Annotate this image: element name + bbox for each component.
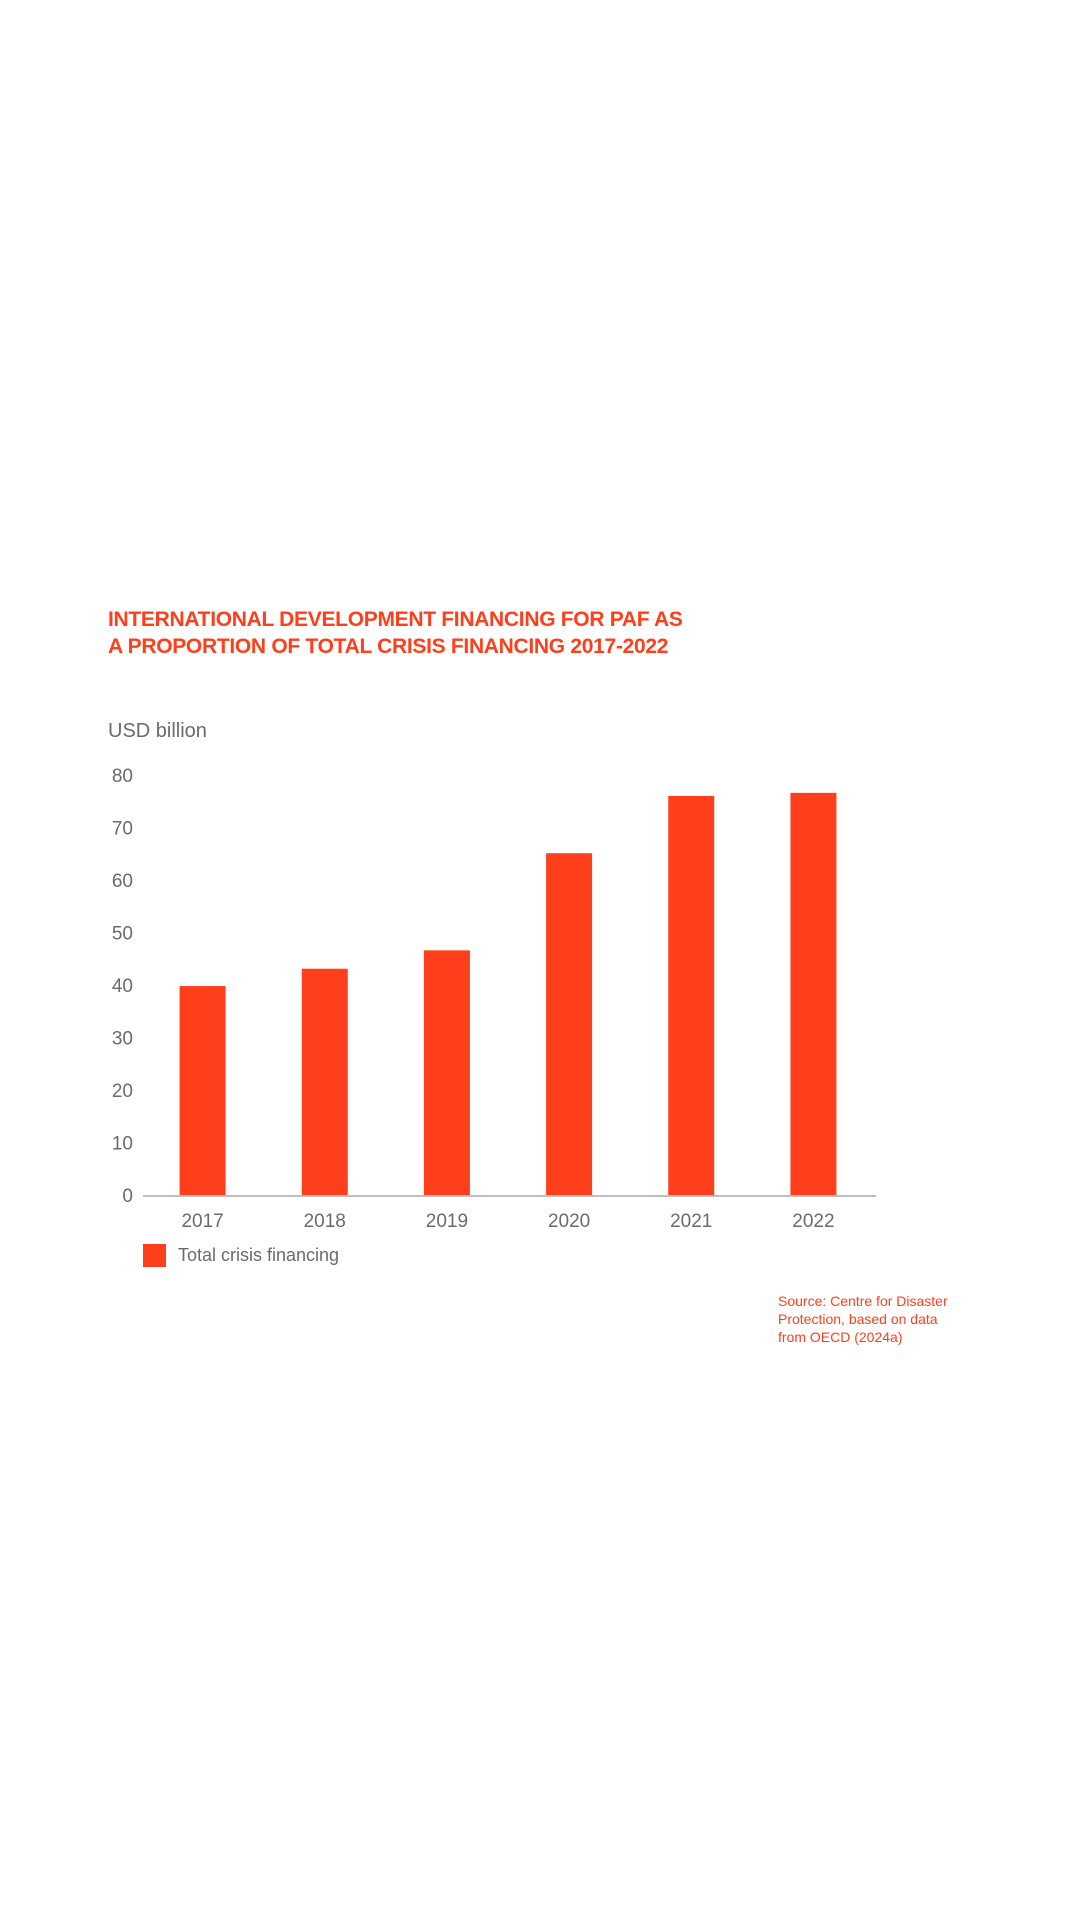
- x-tick-label: 2020: [548, 1211, 590, 1232]
- bar-2022: [790, 792, 837, 1195]
- source-line-1: Source: Centre for Disaster: [778, 1293, 948, 1309]
- legend: Total crisis financing: [143, 1244, 339, 1267]
- y-tick-label: 10: [112, 1134, 133, 1155]
- bar-2020: [546, 853, 593, 1195]
- bar-2021: [668, 796, 715, 1195]
- y-tick-label: 70: [112, 819, 133, 840]
- chart-title-line-1: INTERNATIONAL DEVELOPMENT FINANCING FOR …: [108, 608, 683, 631]
- source-line-3: from OECD (2024a): [778, 1329, 903, 1345]
- y-tick-label: 30: [112, 1029, 133, 1050]
- x-axis-ticks: 2017 2018 2019 2020 2021 2022: [181, 1211, 834, 1232]
- x-tick-label: 2018: [304, 1211, 346, 1232]
- x-tick-label: 2019: [426, 1211, 468, 1232]
- source-line-2: Protection, based on data: [778, 1311, 938, 1327]
- x-tick-label: 2022: [792, 1211, 834, 1232]
- bars: [179, 792, 837, 1195]
- x-tick-label: 2021: [670, 1211, 712, 1232]
- bar-2017: [179, 986, 226, 1195]
- chart-title: INTERNATIONAL DEVELOPMENT FINANCING FOR …: [108, 606, 808, 660]
- y-tick-label: 20: [112, 1081, 133, 1102]
- y-tick-label: 0: [122, 1186, 133, 1207]
- y-tick-label: 60: [112, 871, 133, 892]
- y-tick-label: 50: [112, 924, 133, 945]
- bar-2019: [423, 950, 470, 1195]
- chart-title-line-2: A PROPORTION OF TOTAL CRISIS FINANCING 2…: [108, 635, 669, 658]
- source-note: Source: Centre for Disaster Protection, …: [778, 1292, 978, 1346]
- x-tick-label: 2017: [181, 1211, 223, 1232]
- y-tick-label: 40: [112, 976, 133, 997]
- legend-label: Total crisis financing: [178, 1245, 340, 1265]
- y-tick-label: 80: [112, 766, 133, 787]
- y-axis-ticks: 0 10 20 30 40 50 60 70 80: [112, 766, 133, 1207]
- bar-2018: [301, 968, 348, 1195]
- legend-swatch: [143, 1244, 166, 1267]
- y-axis-label: USD billion: [108, 720, 207, 742]
